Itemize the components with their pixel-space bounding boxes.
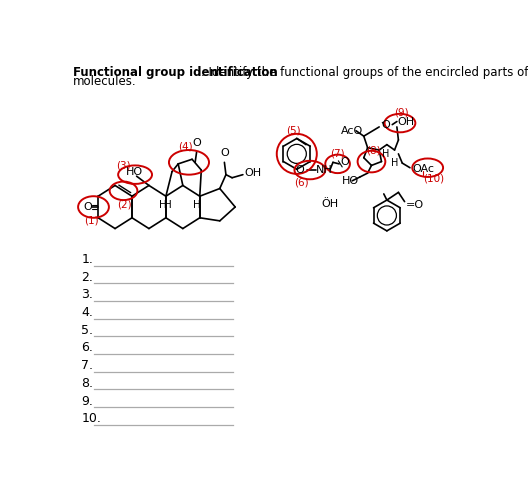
Text: O: O — [295, 165, 304, 175]
Text: H: H — [159, 201, 167, 211]
Text: O: O — [381, 120, 390, 130]
Text: (8): (8) — [366, 145, 381, 155]
Text: H: H — [382, 149, 389, 159]
Text: OH: OH — [397, 116, 414, 127]
Text: 4.: 4. — [81, 306, 93, 319]
Text: OH: OH — [244, 168, 261, 178]
Text: O: O — [83, 202, 92, 212]
Text: (3): (3) — [117, 160, 131, 171]
Text: ÖH: ÖH — [322, 199, 338, 209]
Text: 7.: 7. — [81, 359, 93, 372]
Text: (1): (1) — [84, 216, 99, 226]
Text: O: O — [220, 148, 229, 158]
Text: (9): (9) — [394, 107, 409, 117]
Text: H: H — [193, 201, 201, 211]
Text: AcO: AcO — [341, 126, 363, 136]
Text: HO: HO — [126, 167, 143, 176]
Text: 9.: 9. — [81, 394, 93, 408]
Text: 1.: 1. — [81, 253, 93, 266]
Text: 2.: 2. — [81, 271, 93, 283]
Text: (6): (6) — [295, 177, 309, 187]
Text: (4): (4) — [178, 142, 193, 152]
Text: (5): (5) — [286, 126, 300, 136]
Text: OAc: OAc — [412, 164, 435, 174]
Text: (10): (10) — [423, 174, 444, 183]
Text: . Identify the functional groups of the encircled parts of the: . Identify the functional groups of the … — [201, 66, 528, 79]
Text: H: H — [164, 201, 171, 211]
Text: 8.: 8. — [81, 377, 93, 390]
Text: O: O — [341, 157, 350, 167]
Text: (7): (7) — [330, 148, 344, 158]
Text: O: O — [192, 139, 201, 148]
Text: 5.: 5. — [81, 324, 93, 337]
Text: =O: =O — [406, 200, 424, 210]
Text: 6.: 6. — [81, 342, 93, 354]
Text: HO: HO — [342, 176, 359, 186]
Text: molecules.: molecules. — [73, 74, 136, 88]
Text: NH: NH — [316, 165, 333, 175]
Text: 3.: 3. — [81, 288, 93, 301]
Text: 10.: 10. — [81, 412, 101, 425]
Text: Functional group identification: Functional group identification — [73, 66, 277, 79]
Text: H: H — [391, 158, 398, 168]
Text: (2): (2) — [117, 200, 132, 210]
